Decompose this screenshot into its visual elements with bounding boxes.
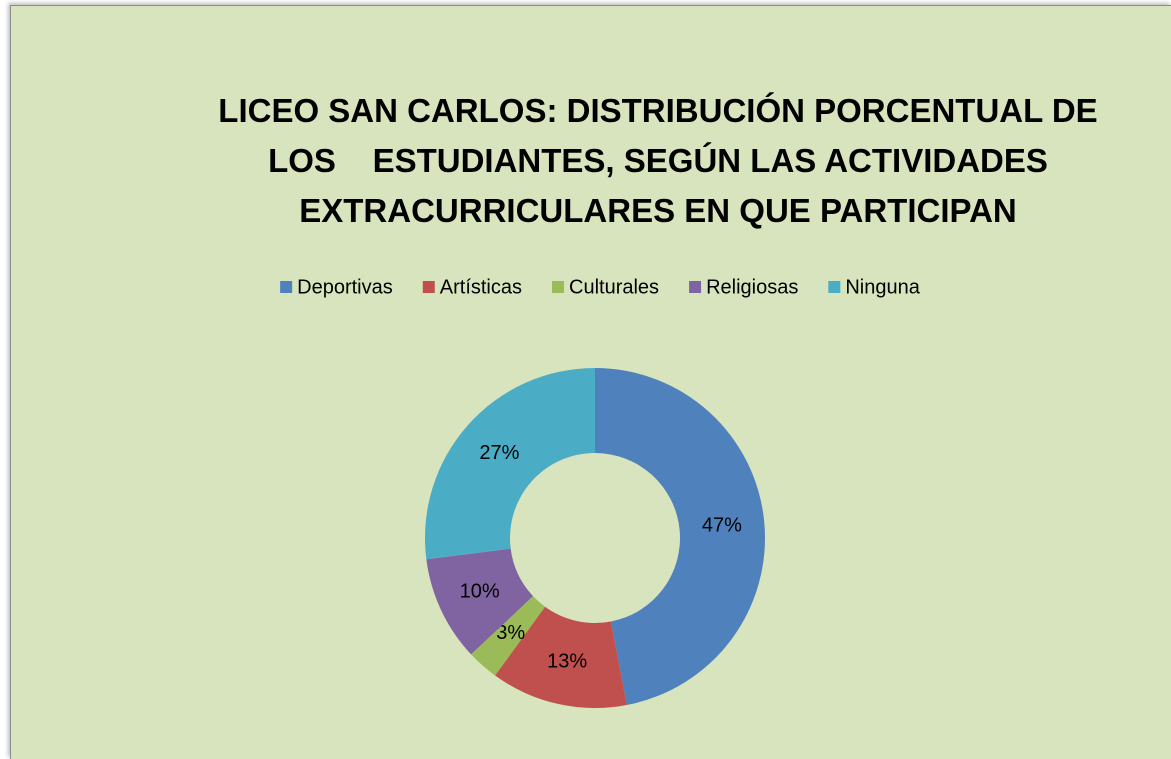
chart-title: LICEO SAN CARLOS: DISTRIBUCIÓN PORCENTUA… xyxy=(218,92,1098,229)
legend-label: Ninguna xyxy=(845,276,920,298)
legend-swatch xyxy=(552,281,565,293)
legend-swatch xyxy=(280,281,293,293)
data-label: 3% xyxy=(496,622,525,644)
data-label: 10% xyxy=(460,581,500,603)
legend-label: Deportivas xyxy=(297,276,393,298)
donut-slice xyxy=(495,606,627,708)
donut-slice xyxy=(425,368,595,560)
donut-slice xyxy=(471,596,546,676)
legend-swatch xyxy=(828,281,841,293)
legend-label: Artísticas xyxy=(440,276,522,298)
legend-swatch xyxy=(422,281,435,293)
data-label: 47% xyxy=(702,514,742,536)
data-label: 13% xyxy=(547,651,587,673)
data-label: 27% xyxy=(479,442,519,464)
legend-label: Religiosas xyxy=(706,276,798,298)
donut-slice xyxy=(595,368,765,705)
donut-slice xyxy=(426,548,534,655)
legend-label: Culturales xyxy=(569,276,659,298)
legend-swatch xyxy=(689,281,702,293)
